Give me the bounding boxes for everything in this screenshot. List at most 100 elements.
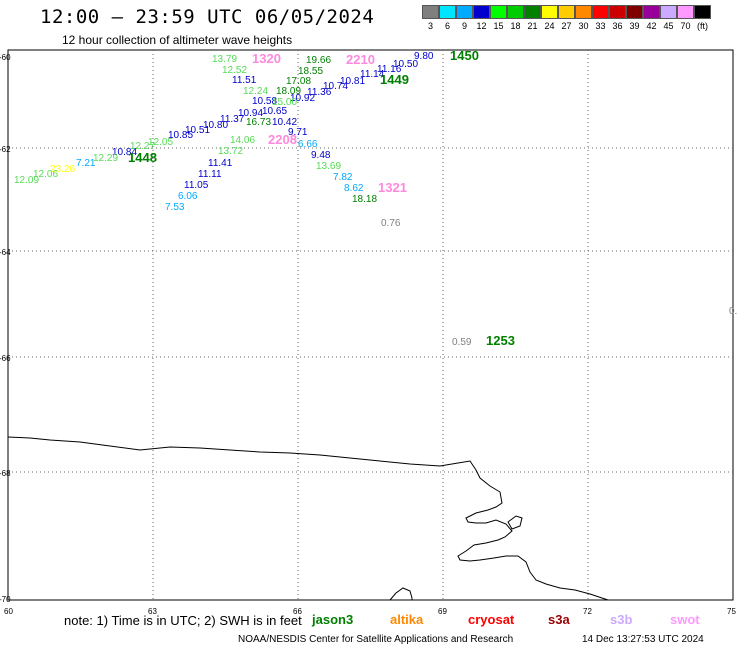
swh-label: 0.76 [381, 218, 401, 229]
legend-swatch [677, 5, 694, 19]
swh-label: 16.73 [246, 117, 271, 128]
swh-label: 12.09 [14, 175, 39, 186]
legend-swatch [558, 5, 575, 19]
generation-timestamp: 14 Dec 13:27:53 UTC 2024 [582, 634, 704, 645]
legend-labels: 3 6 9 12 15 18 21 24 27 30 33 36 39 42 45 70 (ft) [422, 21, 711, 31]
swh-label: 12.05 [148, 137, 173, 148]
legend-label: 42 [646, 21, 657, 31]
swh-label: 12.52 [222, 65, 247, 76]
swh-label: 15.00 [272, 97, 297, 108]
swh-label: 17.08 [286, 76, 311, 87]
swh-label: 12.24 [243, 86, 268, 97]
pass-time-label: 1321 [378, 180, 407, 195]
page-subtitle: 12 hour collection of altimeter wave hei… [62, 33, 293, 47]
coastline-fragment [389, 587, 413, 601]
legend-swatch [507, 5, 524, 19]
swh-label: 10.81 [340, 76, 365, 87]
swh-label: 11.14 [360, 69, 385, 80]
legend-swatch [694, 5, 711, 19]
lat-tick: -64 [0, 248, 11, 257]
legend-swatch [439, 5, 456, 19]
pass-time-label: 1448 [128, 150, 157, 165]
pass-time-label: 1253 [486, 333, 515, 348]
wave-height-legend: 3 6 9 12 15 18 21 24 27 30 33 36 39 42 45 70 (ft) [422, 5, 711, 31]
legend-label: 30 [578, 21, 589, 31]
longitude-tick-labels: 60 63 66 69 72 75 [4, 607, 736, 616]
legend-label: 18 [510, 21, 521, 31]
lat-tick: -70 [0, 595, 11, 604]
swh-label: 6.66 [298, 139, 318, 150]
map-frame [7, 49, 734, 601]
legend-swatch [524, 5, 541, 19]
lon-tick: 60 [4, 607, 13, 616]
satellite-s3a: s3a [548, 612, 570, 627]
legend-swatch [592, 5, 609, 19]
swh-label: 18.09 [276, 86, 301, 97]
credit-line: NOAA/NESDIS Center for Satellite Applica… [238, 634, 514, 645]
swh-label: 9.48 [311, 150, 331, 161]
legend-label: 3 [427, 21, 433, 31]
legend-label: 27 [561, 21, 572, 31]
swh-label: 10.58 [252, 96, 277, 107]
swh-label: 7.82 [333, 172, 353, 183]
swh-label: 13.69 [316, 161, 341, 172]
swh-label: 11.37 [220, 114, 245, 125]
swh-label: 10.65 [262, 106, 287, 117]
lat-tick: -60 [0, 53, 11, 62]
swh-label: 7.53 [165, 202, 185, 213]
swh-label: 13.72 [218, 146, 243, 157]
swh-label: 10.92 [290, 93, 315, 104]
swh-label: 11.51 [232, 75, 257, 86]
swh-label: 23.26 [50, 164, 75, 175]
lon-tick: 69 [438, 607, 447, 616]
swh-label: 13.79 [212, 54, 237, 65]
legend-label: 15 [493, 21, 504, 31]
lon-tick: 63 [148, 607, 157, 616]
swh-label: 12.06 [33, 169, 58, 180]
satellite-s3b: s3b [610, 612, 633, 627]
swh-label: 19.66 [306, 55, 331, 66]
legend-label: 24 [544, 21, 555, 31]
observation-labels: 13.79 1320 19.66 2210 9.80 1450 12.52 18… [14, 48, 737, 348]
legend-label: (ft) [697, 21, 708, 31]
page-title: 12:00 — 23:59 UTC 06/05/2024 [40, 6, 375, 28]
footer-note: note: 1) Time is in UTC; 2) SWH is in fe… [64, 613, 302, 628]
coastline-fragment [507, 515, 523, 530]
satellite-cryosat: cryosat [468, 612, 515, 627]
pass-time-label: 1320 [252, 51, 281, 66]
legend-label: 70 [680, 21, 691, 31]
legend-label: 6 [444, 21, 450, 31]
legend-label: 45 [663, 21, 674, 31]
swh-label: 14.06 [230, 135, 255, 146]
swh-label: 10.84 [112, 147, 137, 158]
graticule [8, 50, 733, 600]
pass-time-label: 2208 [268, 132, 297, 147]
swh-label: 18.55 [298, 66, 323, 77]
pass-time-label: 2210 [346, 52, 375, 67]
legend-swatch [473, 5, 490, 19]
lat-tick: -66 [0, 354, 11, 363]
legend-swatch [660, 5, 677, 19]
legend-label: 9 [461, 21, 467, 31]
pass-time-label: 1449 [380, 72, 409, 87]
legend-swatch [575, 5, 592, 19]
legend-label: 33 [595, 21, 606, 31]
swh-label: 18.18 [352, 194, 377, 205]
swh-label: 9.71 [288, 127, 308, 138]
swh-label: 10.50 [393, 59, 418, 70]
legend-swatch [422, 5, 439, 19]
coastline [7, 436, 609, 601]
lon-tick: 75 [727, 607, 736, 616]
legend-swatch [541, 5, 558, 19]
swh-label: 0. [729, 306, 737, 317]
swh-label: 11.05 [184, 180, 209, 191]
lon-tick: 72 [583, 607, 592, 616]
lon-tick: 66 [293, 607, 302, 616]
lat-tick: -62 [0, 145, 11, 154]
swh-label: 12.27 [130, 141, 155, 152]
legend-swatch [609, 5, 626, 19]
legend-label: 21 [527, 21, 538, 31]
swh-label: 6.06 [178, 191, 198, 202]
legend-swatch [490, 5, 507, 19]
